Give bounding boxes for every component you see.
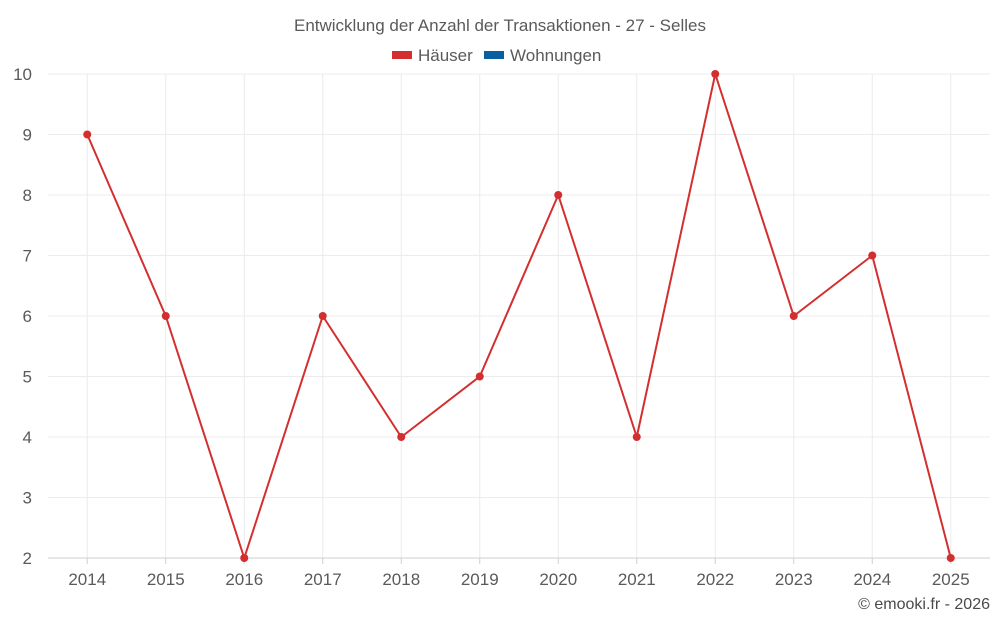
y-tick-label: 3 bbox=[23, 489, 32, 508]
legend: Häuser Wohnungen bbox=[392, 46, 601, 65]
data-point-houses-2014[interactable] bbox=[83, 130, 92, 139]
data-point-houses-2024[interactable] bbox=[868, 251, 877, 260]
y-tick-label: 8 bbox=[23, 186, 32, 205]
y-tick-label: 5 bbox=[23, 368, 32, 387]
chart-title: Entwicklung der Anzahl der Transaktionen… bbox=[294, 16, 706, 35]
x-tick-label: 2022 bbox=[696, 570, 734, 589]
x-tick-label: 2025 bbox=[932, 570, 970, 589]
data-point-houses-2022[interactable] bbox=[711, 70, 720, 78]
legend-label-houses: Häuser bbox=[418, 46, 473, 65]
x-tick-label: 2024 bbox=[853, 570, 891, 589]
y-tick-label: 2 bbox=[23, 549, 32, 568]
y-tick-label: 9 bbox=[23, 126, 32, 145]
y-tick-label: 6 bbox=[23, 307, 32, 326]
x-tick-label: 2020 bbox=[539, 570, 577, 589]
x-tick-label: 2023 bbox=[775, 570, 813, 589]
x-tick-label: 2015 bbox=[147, 570, 185, 589]
x-tick-label: 2021 bbox=[618, 570, 656, 589]
legend-swatch-houses bbox=[392, 51, 412, 59]
legend-item-houses[interactable]: Häuser bbox=[392, 46, 473, 65]
y-axis: 2 3 4 5 6 7 8 9 10 bbox=[13, 65, 32, 568]
legend-item-apartments[interactable]: Wohnungen bbox=[484, 46, 601, 65]
x-tick-label: 2018 bbox=[382, 570, 420, 589]
grid bbox=[48, 73, 990, 559]
data-point-houses-2021[interactable] bbox=[632, 433, 641, 441]
x-tick-label: 2019 bbox=[461, 570, 499, 589]
data-point-houses-2019[interactable] bbox=[475, 372, 484, 381]
y-tick-label: 4 bbox=[23, 428, 32, 447]
data-point-houses-2025[interactable] bbox=[946, 554, 955, 562]
x-tick-label: 2016 bbox=[225, 570, 263, 589]
credit-text: © emooki.fr - 2026 bbox=[858, 596, 990, 613]
y-tick-label: 7 bbox=[23, 247, 32, 266]
data-point-houses-2018[interactable] bbox=[397, 433, 406, 441]
x-tick-label: 2014 bbox=[68, 570, 106, 589]
series-line-houses bbox=[86, 73, 952, 559]
data-point-houses-2016[interactable] bbox=[240, 554, 249, 562]
y-tick-label: 10 bbox=[13, 65, 32, 84]
data-point-houses-2020[interactable] bbox=[554, 191, 563, 199]
data-point-houses-2023[interactable] bbox=[789, 312, 798, 320]
x-tick-label: 2017 bbox=[304, 570, 342, 589]
legend-swatch-apartments bbox=[484, 51, 504, 59]
series-houses bbox=[83, 70, 955, 562]
data-point-houses-2015[interactable] bbox=[161, 312, 170, 320]
data-point-houses-2017[interactable] bbox=[318, 312, 327, 320]
x-axis: 2014 2015 2016 2017 2018 2019 2020 2021 2022 2023… bbox=[48, 557, 990, 589]
legend-label-apartments: Wohnungen bbox=[510, 46, 601, 65]
